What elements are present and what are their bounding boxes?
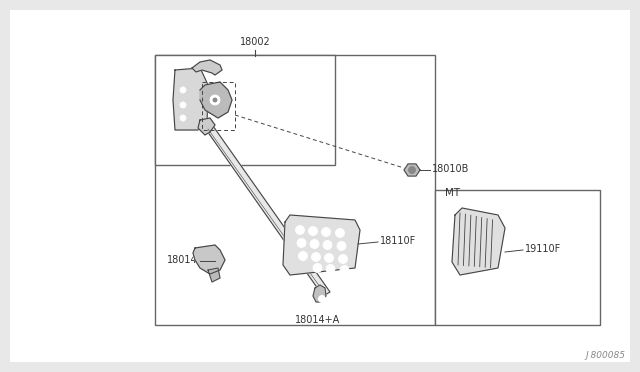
Bar (155, 55, 435, 325)
Text: MT: MT (445, 188, 460, 198)
Polygon shape (200, 82, 232, 118)
Circle shape (180, 115, 186, 121)
Text: J 800085: J 800085 (585, 351, 625, 360)
Circle shape (297, 238, 306, 247)
Circle shape (313, 263, 322, 273)
Polygon shape (452, 208, 505, 275)
Text: 19110F: 19110F (525, 244, 561, 254)
Circle shape (326, 264, 335, 273)
Polygon shape (208, 268, 220, 282)
Circle shape (180, 87, 186, 93)
Circle shape (321, 228, 330, 237)
Text: 18002: 18002 (239, 37, 270, 47)
Circle shape (296, 225, 305, 234)
Polygon shape (192, 60, 222, 75)
Polygon shape (283, 215, 360, 275)
Text: 18014+A: 18014+A (296, 315, 340, 325)
Circle shape (312, 253, 321, 262)
Circle shape (319, 295, 326, 302)
Circle shape (339, 254, 348, 263)
Text: 18010B: 18010B (432, 164, 469, 174)
Polygon shape (404, 164, 420, 176)
Bar (435, 190, 600, 325)
Circle shape (340, 266, 349, 275)
Bar (155, 55, 335, 165)
Text: 18014: 18014 (168, 255, 198, 265)
Polygon shape (198, 118, 215, 135)
Text: 18110F: 18110F (380, 236, 416, 246)
Polygon shape (173, 68, 208, 130)
Circle shape (298, 251, 307, 260)
Circle shape (310, 240, 319, 248)
Circle shape (213, 98, 217, 102)
Circle shape (323, 241, 332, 250)
Polygon shape (205, 126, 330, 296)
Circle shape (408, 167, 415, 173)
Circle shape (180, 102, 186, 108)
Polygon shape (193, 245, 225, 274)
Circle shape (337, 241, 346, 250)
Circle shape (308, 227, 317, 235)
Circle shape (335, 228, 344, 237)
Circle shape (324, 253, 333, 263)
Polygon shape (313, 285, 326, 302)
Circle shape (210, 95, 220, 105)
